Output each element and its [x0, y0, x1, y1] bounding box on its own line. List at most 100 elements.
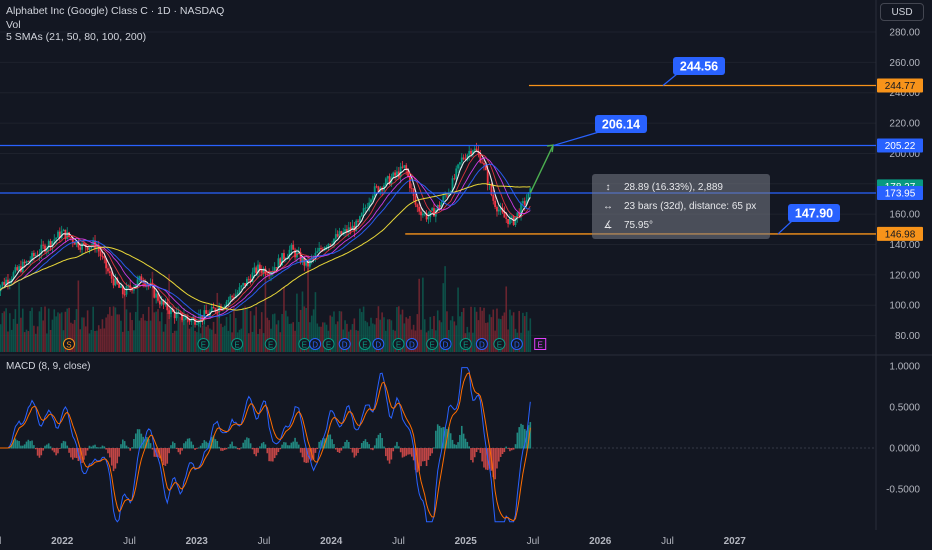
macd-histogram-bar: [392, 448, 395, 452]
volume-bar: [90, 329, 93, 352]
candle-body: [236, 292, 239, 295]
macd-histogram-bar: [44, 445, 46, 449]
macd-histogram-bar: [21, 445, 24, 449]
volume-bar: [255, 306, 257, 352]
candle-body: [229, 296, 232, 300]
macd-histogram-bar: [133, 439, 135, 449]
volume-bar: [281, 314, 283, 352]
macd-histogram-bar: [118, 448, 120, 457]
macd-histogram-bar: [385, 448, 387, 457]
candle-body: [288, 249, 291, 257]
price-callouts[interactable]: 244.56 206.14 147.90: [553, 57, 840, 235]
macd-histogram-bar: [170, 445, 172, 449]
volume-bar: [301, 291, 304, 352]
candle-body: [199, 315, 202, 323]
candle-body: [25, 261, 28, 264]
candle-body: [234, 294, 237, 299]
volume-bar: [81, 317, 83, 352]
candle-body: [431, 208, 434, 211]
volume-bar: [403, 323, 406, 352]
macd-histogram-bar: [16, 440, 19, 449]
dividend-marker-label: D: [312, 341, 318, 350]
macd-histogram-bar: [303, 448, 306, 463]
volume-bar: [64, 311, 67, 352]
candle-body: [195, 323, 198, 325]
price-axis[interactable]: 280.00260.00240.00220.00200.00180.00160.…: [889, 28, 920, 343]
symbol-title[interactable]: Alphabet Inc (Google) Class C · 1D · NAS…: [6, 5, 225, 17]
macd-histogram-bar: [57, 448, 59, 454]
candle-body: [279, 258, 282, 266]
candle-body: [160, 300, 163, 305]
macd-histogram-bar: [510, 448, 513, 451]
bars-text: 23 bars (32d), distance: 65 px: [624, 201, 757, 212]
earnings-marker-label: E: [497, 341, 502, 350]
candle-body: [83, 243, 85, 245]
macd-histogram-bar: [257, 448, 259, 453]
candle-body: [190, 319, 193, 322]
volume-bar: [99, 328, 102, 352]
volume-bar: [335, 324, 337, 352]
macd-histogram-bar: [172, 441, 174, 449]
volume-bar: [442, 283, 445, 352]
volume-bar: [196, 332, 198, 352]
macd-histogram-bar: [168, 448, 170, 454]
candle-body: [42, 244, 45, 246]
candle-body: [231, 296, 233, 298]
candle-body: [392, 172, 395, 178]
volume-bar: [481, 310, 483, 352]
volume-bar: [422, 277, 424, 352]
price-change-row: ↕ 28.89 (16.33%), 2,889: [600, 182, 723, 193]
macd-histogram-bar: [481, 448, 483, 462]
volume-indicator-label[interactable]: Vol: [6, 19, 21, 31]
volume-bar: [338, 311, 341, 352]
volume-bar: [440, 322, 443, 352]
candle-body: [358, 216, 361, 222]
candle-body: [307, 260, 309, 267]
candle-body: [503, 212, 506, 218]
volume-bar: [96, 330, 98, 352]
macd-histogram-bar: [305, 448, 307, 463]
volume-bar: [503, 312, 506, 352]
volume-bar: [290, 323, 293, 352]
volume-bar: [386, 319, 389, 352]
macd-histogram-bar: [240, 447, 243, 449]
candle-body: [268, 274, 271, 276]
macd-histogram-bar: [236, 448, 239, 450]
sma-indicator-label[interactable]: 5 SMAs (21, 50, 80, 100, 200): [6, 31, 147, 43]
candle-body: [136, 279, 139, 286]
volume-bar: [444, 266, 446, 352]
volume-bar: [155, 311, 157, 352]
macd-histogram-bar: [286, 445, 289, 449]
macd-histogram-bar: [331, 439, 333, 449]
time-label: 2026: [589, 536, 612, 547]
macd-histogram-bar: [336, 448, 339, 453]
volume-bar: [122, 331, 124, 352]
candle-body: [364, 207, 367, 209]
candle-body: [334, 234, 337, 239]
volume-bar: [234, 318, 237, 352]
projection-arrow[interactable]: [529, 144, 555, 194]
candle-body: [108, 271, 111, 273]
volume-bar: [36, 326, 39, 352]
macd-indicator-label[interactable]: MACD (8, 9, close): [6, 361, 91, 372]
volume-bar: [336, 321, 339, 352]
macd-histogram-bar: [370, 448, 372, 450]
macd-histogram-bar: [360, 443, 363, 449]
candle-body: [107, 268, 109, 272]
candle-body: [70, 237, 72, 239]
price-tag: [877, 185, 923, 200]
time-axis[interactable]: Jul 2022 Jul 2023 Jul 2024 Jul 2025 Jul 2026 Jul 20…: [0, 536, 746, 547]
volume-bar: [418, 278, 420, 352]
volume-bar: [246, 308, 248, 352]
macd-histogram-bar: [381, 438, 383, 449]
volume-bar: [405, 317, 408, 352]
volume-bar: [401, 309, 404, 352]
price-tick: 260.00: [889, 58, 920, 69]
candle-body: [14, 267, 17, 273]
earnings-marker: [197, 338, 210, 350]
macd-histogram-bar: [203, 440, 206, 449]
volume-bar: [103, 328, 106, 352]
currency-button[interactable]: USD: [880, 3, 924, 21]
